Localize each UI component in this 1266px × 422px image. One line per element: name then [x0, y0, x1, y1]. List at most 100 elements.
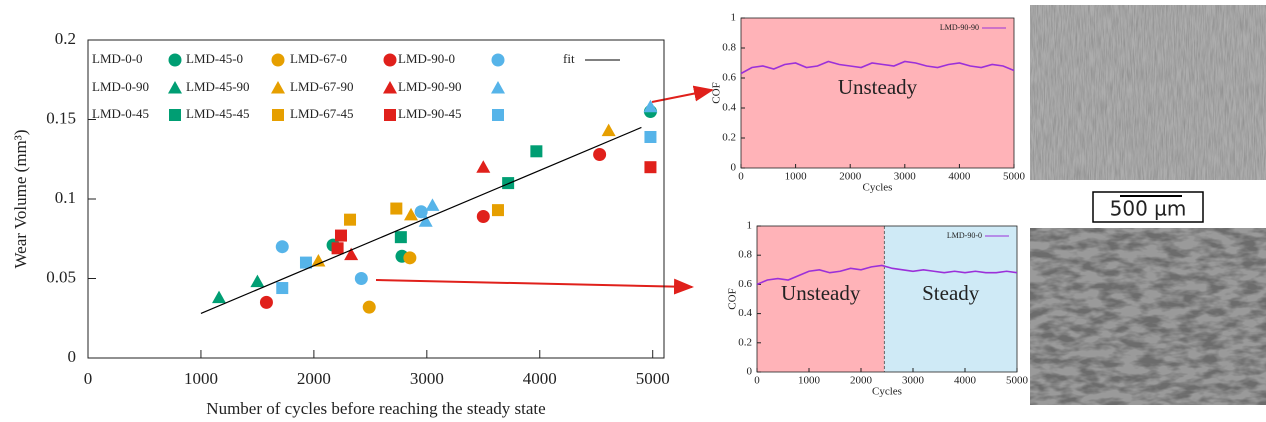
y-axis-label: COF	[711, 82, 723, 103]
point	[394, 231, 407, 244]
legend-swatch	[491, 81, 505, 94]
legend-swatch	[168, 53, 182, 67]
y-tick-label: 0	[731, 162, 737, 174]
arrow	[375, 278, 694, 295]
point	[644, 161, 657, 174]
point	[311, 254, 326, 267]
x-tick-label: 0	[738, 171, 744, 183]
point	[299, 256, 312, 269]
point	[644, 130, 657, 143]
x-tick-label: 2000	[839, 171, 862, 183]
point	[425, 198, 440, 211]
point	[491, 204, 504, 217]
legend-swatch	[272, 109, 284, 121]
series-line	[756, 264, 1018, 286]
x-tick-label: 2000	[297, 369, 331, 388]
y-tick-label: 0.1	[55, 188, 76, 207]
series-line	[740, 60, 1015, 75]
x-tick-label: 0	[84, 369, 93, 388]
x-axis-label: Cycles	[863, 182, 893, 194]
point	[643, 99, 658, 113]
y-tick-label: 1	[731, 12, 737, 24]
y-tick-label: 1	[747, 220, 753, 232]
x-tick-label: 3000	[410, 369, 444, 388]
legend-swatch	[168, 81, 182, 94]
legend-label: LMD-90-0	[947, 231, 982, 240]
y-tick-label: 0.2	[722, 132, 736, 144]
point	[390, 202, 403, 215]
legend-label: LMD-45-90	[186, 79, 250, 94]
point	[212, 290, 227, 304]
legend-label: LMD-90-0	[398, 51, 455, 66]
legend-label: LMD-0-0	[92, 51, 143, 66]
y-tick-label: 0.2	[738, 336, 752, 348]
y-tick-label: 0	[68, 347, 77, 366]
y-tick-label: 0.4	[722, 102, 736, 114]
legend-swatch	[383, 53, 397, 67]
legend-swatch	[271, 81, 285, 94]
region-label: Unsteady	[838, 75, 918, 99]
micrographs: 500 µm	[1030, 5, 1266, 405]
point	[344, 247, 359, 261]
point	[331, 242, 344, 255]
y-tick-label: 0.8	[738, 249, 752, 261]
plot-frame	[756, 225, 1018, 373]
y-tick-label: 0.8	[722, 42, 736, 54]
y-tick-label: 0.4	[738, 307, 752, 319]
x-tick-label: 5000	[1003, 171, 1026, 183]
point	[250, 274, 265, 288]
x-tick-label: 5000	[636, 369, 670, 388]
point	[593, 147, 607, 161]
legend-swatch	[169, 109, 181, 121]
point	[476, 209, 490, 223]
x-tick-label: 4000	[948, 171, 971, 183]
x-tick-label: 1000	[785, 171, 808, 183]
x-axis-label: Cycles	[872, 386, 902, 398]
x-tick-label: 0	[754, 375, 760, 387]
point	[403, 251, 417, 265]
point	[418, 214, 433, 227]
legend-label: LMD-90-90	[940, 23, 979, 32]
legend-swatch	[271, 53, 285, 67]
arrow	[651, 85, 714, 103]
x-tick-label: 4000	[954, 375, 977, 387]
point	[601, 123, 616, 137]
x-axis-label: Number of cycles before reaching the ste…	[206, 399, 545, 418]
point	[276, 282, 289, 295]
legend-swatch	[384, 109, 396, 121]
x-tick-label: 3000	[902, 375, 925, 387]
x-tick-label: 1000	[184, 369, 218, 388]
point	[362, 300, 376, 314]
x-tick-label: 4000	[523, 369, 557, 388]
scale-bar-box	[1092, 191, 1204, 223]
region	[884, 226, 1017, 372]
region	[741, 18, 1014, 168]
region-label: Steady	[922, 281, 980, 305]
region	[757, 226, 885, 372]
series-line	[200, 126, 642, 315]
legend-label: LMD-90-90	[398, 79, 462, 94]
x-tick-label: 3000	[894, 171, 917, 183]
legend-label: LMD-0-45	[92, 106, 149, 121]
point	[354, 272, 368, 285]
y-tick-label: 0.15	[46, 108, 76, 127]
micrograph-texture	[1030, 5, 1266, 180]
point	[259, 295, 273, 309]
point	[404, 207, 419, 221]
region-label: Unsteady	[781, 281, 861, 305]
plot-frame	[740, 17, 1015, 169]
point	[530, 145, 543, 158]
legend-label: LMD-45-0	[186, 51, 243, 66]
y-axis-label: Wear Volume (mm³)	[11, 129, 30, 268]
x-tick-label: 2000	[850, 375, 873, 387]
y-tick-label: 0	[747, 366, 753, 378]
legend-label: LMD-0-90	[92, 79, 149, 94]
point	[476, 160, 491, 173]
point	[334, 229, 347, 242]
legend-label: LMD-67-45	[290, 106, 354, 121]
legend-label: LMD-90-45	[398, 106, 462, 121]
micrograph-texture	[1030, 228, 1266, 405]
legend-label: LMD-67-90	[290, 79, 354, 94]
y-tick-label: 0.6	[738, 278, 752, 290]
